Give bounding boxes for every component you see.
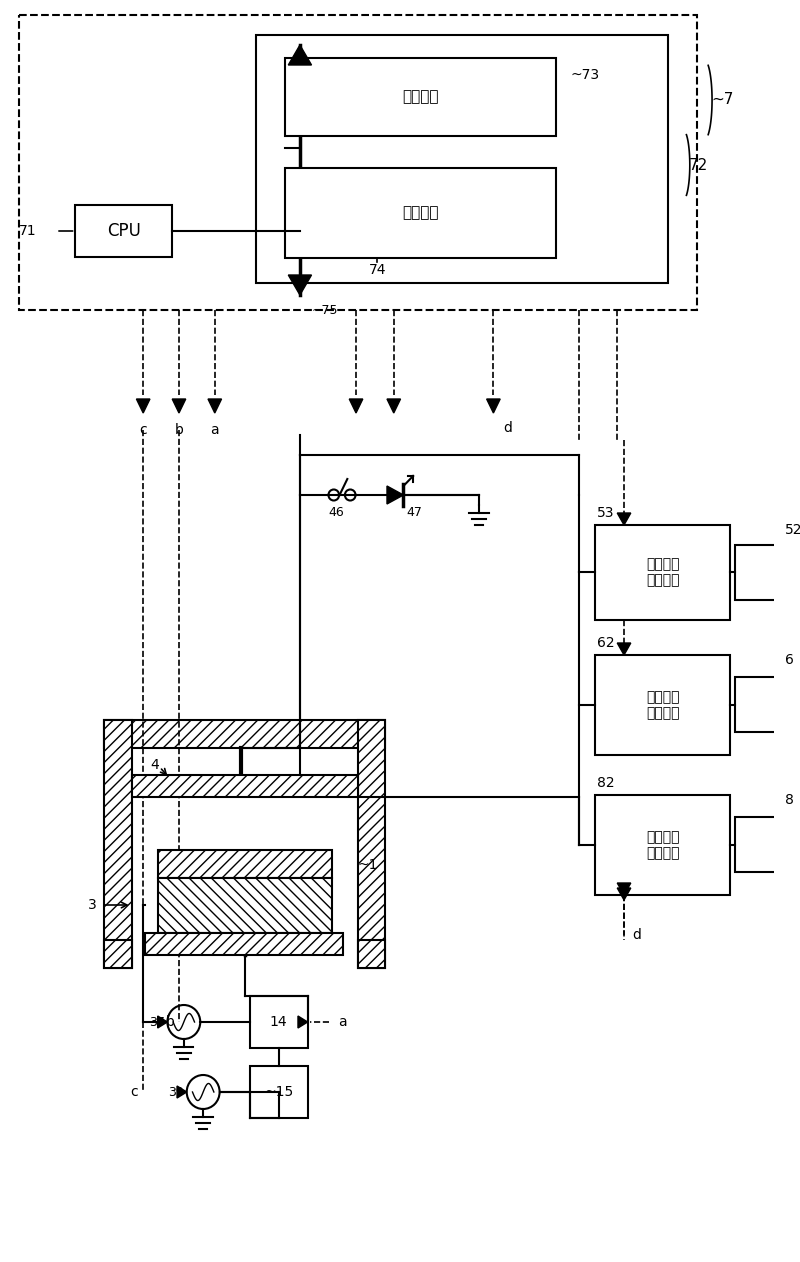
Text: 62: 62: [597, 636, 614, 650]
Bar: [358, 940, 385, 968]
Polygon shape: [288, 275, 311, 295]
Text: 52: 52: [785, 522, 800, 538]
Polygon shape: [208, 399, 222, 413]
Text: CPU: CPU: [107, 222, 141, 240]
Text: 第一气体
供给系统: 第一气体 供给系统: [646, 557, 679, 587]
Bar: [286, 168, 556, 257]
Polygon shape: [387, 399, 401, 413]
Bar: [19, 15, 697, 310]
Bar: [105, 940, 131, 968]
Polygon shape: [288, 45, 311, 66]
Bar: [358, 721, 385, 968]
Text: 处理方案: 处理方案: [402, 90, 439, 105]
Polygon shape: [486, 399, 500, 413]
Bar: [735, 817, 782, 872]
Polygon shape: [172, 399, 186, 413]
Text: 8: 8: [785, 793, 794, 806]
Polygon shape: [137, 399, 150, 413]
Text: b: b: [166, 1015, 174, 1029]
Bar: [256, 35, 667, 283]
Text: 74: 74: [369, 262, 386, 276]
Polygon shape: [298, 1016, 308, 1029]
Text: ~7: ~7: [711, 92, 734, 107]
Text: 14: 14: [270, 1015, 287, 1029]
Text: 46: 46: [329, 506, 345, 520]
Text: d: d: [503, 422, 512, 435]
Text: ~73: ~73: [571, 68, 600, 82]
Text: 清洁方案: 清洁方案: [402, 206, 439, 221]
Polygon shape: [618, 512, 630, 525]
Polygon shape: [177, 1087, 186, 1098]
Text: ~1: ~1: [358, 858, 378, 872]
Polygon shape: [618, 644, 630, 655]
Text: 第二气体
供给系统: 第二气体 供给系统: [646, 690, 679, 721]
Bar: [595, 525, 730, 620]
Text: 72: 72: [689, 158, 708, 173]
Text: 47: 47: [406, 506, 422, 520]
Text: 6: 6: [785, 652, 794, 668]
Bar: [105, 721, 385, 748]
Text: c: c: [130, 1085, 138, 1099]
Text: 4: 4: [150, 758, 159, 772]
Bar: [250, 1066, 308, 1118]
Bar: [250, 996, 308, 1047]
Bar: [158, 851, 332, 878]
Bar: [105, 721, 131, 968]
Bar: [286, 58, 556, 136]
Bar: [595, 655, 730, 755]
Text: c: c: [139, 423, 147, 437]
Text: ~15: ~15: [264, 1085, 294, 1099]
Polygon shape: [618, 888, 630, 900]
Bar: [595, 795, 730, 895]
Text: b: b: [174, 423, 183, 437]
Polygon shape: [387, 486, 403, 504]
Text: 3: 3: [88, 899, 97, 912]
Bar: [145, 933, 343, 955]
Bar: [735, 545, 782, 599]
Text: a: a: [210, 423, 219, 437]
Text: 39: 39: [168, 1085, 184, 1098]
Bar: [131, 775, 358, 798]
Bar: [75, 204, 172, 257]
Polygon shape: [618, 883, 630, 895]
Polygon shape: [350, 399, 363, 413]
Bar: [735, 676, 782, 732]
Text: d: d: [632, 928, 641, 941]
Polygon shape: [158, 1016, 167, 1029]
Text: 71: 71: [19, 223, 37, 239]
Text: 37: 37: [149, 1016, 165, 1029]
Bar: [158, 878, 332, 933]
Text: 53: 53: [597, 506, 614, 520]
Text: ~75: ~75: [311, 303, 338, 317]
Text: 82: 82: [597, 776, 614, 790]
Text: 第三气体
供给系统: 第三气体 供给系统: [646, 830, 679, 861]
Text: a: a: [338, 1015, 347, 1029]
